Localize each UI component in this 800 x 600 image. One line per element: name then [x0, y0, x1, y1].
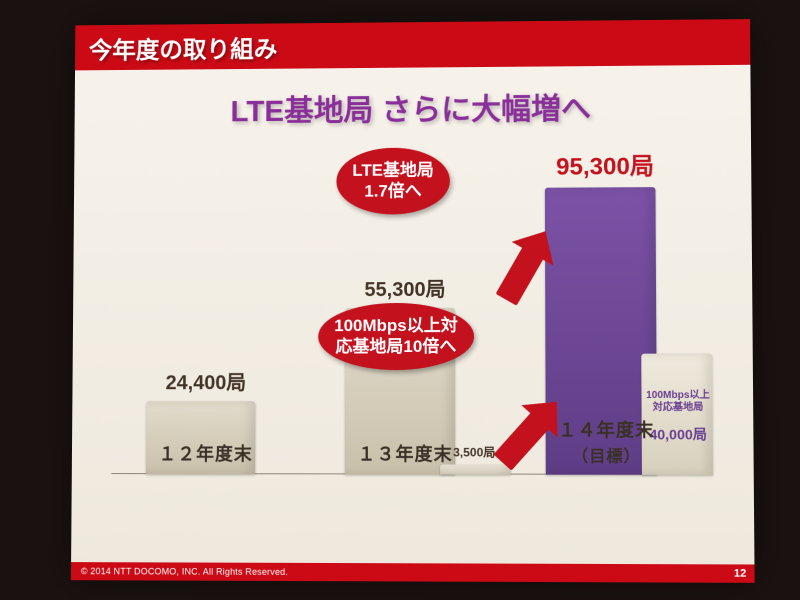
- chart-area: 24,400局１２年度末55,300局3,500局１３年度末95,300局100…: [111, 134, 713, 526]
- bar-value-label: 55,300局: [335, 273, 475, 302]
- main-title: LTE基地局 さらに大幅増へ: [75, 83, 751, 131]
- bar-value-label: 24,400局: [137, 366, 276, 395]
- bar-chart: 24,400局１２年度末55,300局3,500局１３年度末95,300局100…: [111, 134, 713, 526]
- copyright-text: © 2014 NTT DOCOMO, INC. All Rights Reser…: [81, 566, 288, 577]
- header-text: 今年度の取り組み: [89, 29, 278, 65]
- axis-label: １２年度末: [111, 440, 300, 466]
- sub-bar-title: 100Mbps以上対応基地局: [637, 390, 718, 414]
- callout-bubble: 100Mbps以上対応基地局10倍へ: [318, 303, 474, 370]
- slide: 今年度の取り組み LTE基地局 さらに大幅増へ 24,400局 １２年度末 55,3…: [71, 19, 755, 583]
- page-number: 12: [734, 567, 747, 579]
- footer-bar: © 2014 NTT DOCOMO, INC. All Rights Reser…: [71, 562, 755, 583]
- axis-label: １３年度末: [310, 440, 500, 466]
- header-bar: 今年度の取り組み: [75, 19, 750, 70]
- corner-triangle-icon: [686, 25, 733, 63]
- bar-value-label: 95,300局: [535, 146, 676, 182]
- callout-bubble: LTE基地局1.7倍へ: [336, 148, 449, 215]
